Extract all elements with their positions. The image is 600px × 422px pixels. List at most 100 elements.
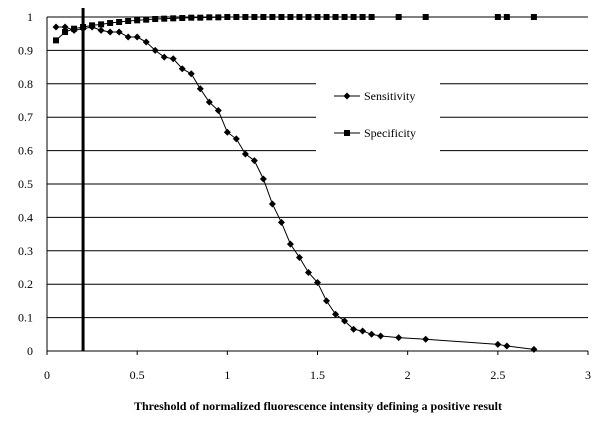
data-point-square [98,21,105,28]
data-point-square [197,14,204,21]
data-point-diamond [277,218,285,226]
data-point-diamond [241,150,249,158]
data-point-diamond [61,23,69,31]
data-point-diamond [223,128,231,136]
data-point-square [152,16,159,23]
legend-entry-specificity: Specificity [334,126,416,140]
data-point-square [278,14,285,20]
legend-label-sensitivity: Sensitivity [364,89,415,103]
data-point-diamond [115,28,123,36]
x-axis-title: Threshold of normalized fluorescence int… [134,399,502,413]
data-point-diamond [377,332,385,340]
data-point-square [305,14,312,20]
data-point-diamond [359,327,367,335]
data-point-diamond [286,240,294,248]
data-point-square [341,14,348,20]
legend-entry-sensitivity: Sensitivity [334,89,415,103]
data-point-square [287,14,294,20]
data-point-square [233,14,240,20]
data-point-diamond [304,269,312,277]
data-point-diamond [133,33,141,41]
data-point-square [62,29,69,36]
x-tick-label: 2.5 [490,368,505,382]
data-point-diamond [142,38,150,46]
data-point-square [359,14,366,20]
legend-label-specificity: Specificity [364,126,416,140]
data-point-diamond [341,317,349,325]
data-point-square [53,37,60,44]
data-point-diamond [106,28,114,36]
series-specificity [53,14,537,44]
data-point-diamond [214,107,222,115]
legend-diamond-icon [343,92,351,100]
axes [46,17,589,355]
y-tick-label: 0.7 [18,110,33,124]
data-point-square [395,14,402,20]
data-point-square [116,19,123,26]
data-point-square [503,14,510,20]
data-point-diamond [178,65,186,73]
data-point-square [161,15,168,22]
data-point-square [269,14,276,20]
data-point-diamond [268,200,276,208]
data-point-diamond [151,46,159,54]
data-point-square [179,15,186,22]
y-tick-label: 0.8 [18,77,33,91]
data-point-diamond [250,157,258,165]
data-point-diamond [395,334,403,342]
y-tick-label: 1 [27,10,33,24]
data-point-diamond [169,55,177,63]
y-tick-label: 0.6 [18,144,33,158]
x-tick-label: 3 [585,368,591,382]
y-tick-label: 0.4 [18,210,33,224]
data-point-diamond [494,340,502,348]
legend: Sensitivity Specificity [316,72,440,158]
data-point-square [368,14,375,20]
data-point-square [296,14,303,20]
data-point-square [134,17,141,24]
x-tick-label: 1 [224,368,230,382]
data-point-diamond [187,70,195,78]
y-tick-label: 0.2 [18,277,33,291]
data-point-square [89,22,96,29]
data-point-square [224,14,231,20]
data-point-square [494,14,501,20]
data-point-square [215,14,222,21]
x-tick-label: 0.5 [130,368,145,382]
data-point-square [206,14,213,21]
data-point-diamond [503,342,511,350]
x-tick-label: 1.5 [310,368,325,382]
data-point-diamond [259,175,267,183]
data-point-diamond [124,33,132,41]
data-point-diamond [97,26,105,34]
data-point-diamond [530,345,538,353]
y-tick-label: 0.5 [18,177,33,191]
data-point-square [251,14,258,20]
data-point-diamond [350,325,358,333]
horizontal-gridlines [47,16,588,319]
data-point-diamond [422,335,430,343]
data-point-diamond [196,85,204,93]
data-point-diamond [332,310,340,318]
data-point-diamond [314,279,321,287]
data-point-square [422,14,429,20]
data-point-square [80,24,87,31]
data-point-diamond [323,297,331,305]
data-point-diamond [205,98,213,106]
data-point-square [125,18,132,25]
data-point-square [71,25,78,32]
x-tick-label: 2 [405,368,411,382]
data-point-square [107,20,114,27]
y-tick-label: 0 [27,344,33,358]
y-tick-label: 0.9 [18,43,33,57]
data-point-square [188,14,195,21]
data-point-diamond [52,23,60,31]
data-point-diamond [295,253,303,261]
data-point-square [314,14,321,20]
data-point-diamond [368,330,376,338]
series-layer [52,14,538,353]
data-point-square [170,15,177,22]
data-point-square [242,14,249,20]
data-point-square [323,14,330,20]
